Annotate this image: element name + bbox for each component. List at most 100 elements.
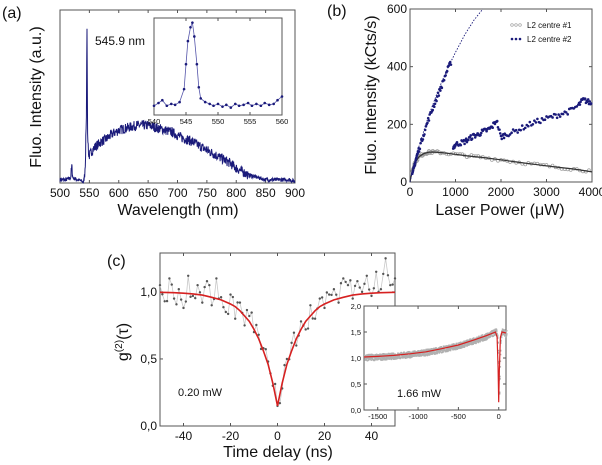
b-series2-point: [418, 147, 422, 151]
c-inset-data-point: [368, 357, 370, 359]
c-inset-data-point: [394, 358, 397, 360]
a-inset-point: [165, 104, 169, 108]
a-inset-point: [212, 104, 215, 108]
c-inset-data-point: [453, 343, 455, 345]
c-data-point: [349, 279, 352, 282]
c-xlabel: Time delay (ns): [223, 444, 333, 461]
c-inset-data-point: [396, 354, 399, 357]
b-series2-point: [467, 138, 470, 142]
c-data-point: [360, 290, 364, 294]
c-data-point: [194, 296, 197, 300]
c-inset-data-point: [370, 357, 373, 359]
c-inset-data-point: [452, 347, 454, 350]
chart-c-inset: -1500 -1000 -500 0 0,0 0,5 1,0 1,5 2,0 1.66 mW: [351, 302, 508, 421]
b-series1-point: [481, 154, 485, 159]
c-data-point: [196, 283, 199, 287]
a-xtick-label: 700: [167, 186, 187, 200]
c-data-point: [295, 344, 298, 347]
c-inset-data-point: [412, 354, 414, 356]
labels-layer: (a) (b) (c) Fluo. Intensity (a.u.) Wavel…: [2, 3, 565, 461]
c-data-point: [234, 317, 237, 320]
c-inset-data-point: [383, 354, 386, 356]
b-series2-point: [455, 140, 459, 144]
c-inset-data-point: [404, 354, 407, 357]
c-inset-data-point: [419, 351, 422, 353]
c-inset-data-point: [497, 342, 499, 344]
c-inset-data-point: [500, 339, 502, 342]
c-inset-data-point: [486, 338, 488, 340]
b-series2-point: [520, 124, 524, 127]
c-inset-data-point: [436, 352, 439, 354]
c-inset-data-point: [426, 354, 429, 357]
c-xtick-label: 0: [274, 429, 281, 443]
c-inset-data-point: [471, 341, 473, 344]
c-inset-data-point: [423, 352, 425, 354]
b-ytick-label: 200: [387, 117, 407, 131]
c-inset-data-point: [382, 354, 385, 357]
a-inset-point: [272, 102, 275, 106]
c-inset-data-point: [428, 351, 431, 354]
a-inset-point: [259, 104, 263, 108]
c-inset-data-point: [459, 344, 462, 346]
panel-label-a: (a): [2, 5, 22, 22]
b-series1-fit-line: [409, 151, 593, 183]
c-data-point: [375, 270, 378, 273]
b-series2-point: [555, 116, 559, 120]
c-data-point: [264, 348, 267, 351]
b-series2-point: [495, 119, 499, 123]
c-data-point: [356, 279, 359, 283]
panel-label-c: (c): [107, 253, 126, 270]
c-inset-data-point: [452, 346, 455, 349]
c-inset-data-point: [467, 339, 469, 341]
b-series2-point: [586, 100, 589, 104]
c-inset-data-point: [458, 345, 460, 347]
c-inset-data-point: [496, 336, 499, 338]
c-inset-data-point: [440, 351, 443, 354]
legend-marker-open-circle: [518, 23, 522, 27]
c-inset-data-point: [389, 358, 391, 360]
c-inset-data-point: [414, 351, 417, 353]
c-inset-data-point: [466, 339, 468, 342]
c-data-point: [205, 279, 209, 283]
b-xtick-label: 0: [407, 185, 414, 199]
a-xtick-label: 650: [138, 186, 158, 200]
c-data-point: [332, 288, 336, 291]
c-inset-data-point: [384, 359, 387, 361]
c-inset-xtick-label: -1500: [368, 412, 387, 421]
c-inset-data-point: [431, 351, 434, 354]
c-data-point: [224, 310, 227, 314]
a-xtick-label: 600: [109, 186, 129, 200]
c-inset-data-point: [419, 354, 421, 356]
c-data-point: [306, 327, 310, 330]
c-inset-data-point: [449, 349, 452, 352]
b-series2-point: [413, 164, 417, 167]
c-data-point: [175, 303, 178, 306]
c-inset-data-point: [479, 336, 482, 338]
c-inset-data-point: [496, 332, 498, 335]
c-data-point: [219, 296, 223, 299]
c-data-point: [210, 304, 213, 307]
c-inset-data-point: [442, 351, 444, 353]
b-series2-point: [485, 129, 488, 133]
b-series2-point: [579, 100, 582, 104]
b-series2-point: [528, 120, 532, 124]
b-series2-point: [519, 128, 523, 132]
c-data-point: [344, 280, 347, 284]
b-series2-point: [578, 103, 582, 106]
a-inset-xtick-label: 555: [244, 117, 257, 126]
a-inset-point: [184, 62, 188, 66]
b-series2-point: [551, 116, 554, 119]
c-inset-data-point: [495, 328, 498, 331]
c-inset-ytick-label: 0,5: [351, 380, 361, 389]
c-inset-data-point: [405, 357, 407, 359]
c-inset-data-point: [419, 353, 422, 355]
chart-a-inset: 540 545 550 555 560: [148, 17, 288, 126]
c-inset-data-point: [462, 345, 465, 347]
c-inset-data-point: [456, 348, 459, 350]
c-data-point: [187, 274, 190, 277]
b-series2-point: [531, 122, 535, 126]
a-inset-point: [216, 102, 220, 106]
c-data-point: [208, 283, 211, 287]
c-inset-data-point: [446, 350, 448, 353]
c-inset-data-point: [489, 334, 492, 337]
